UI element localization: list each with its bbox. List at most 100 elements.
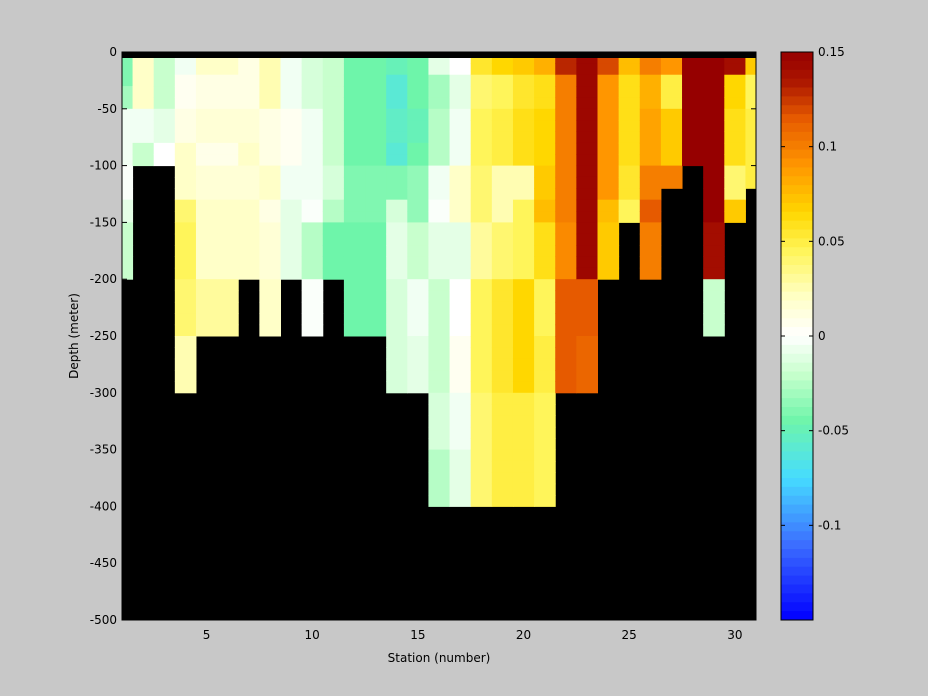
heatmap-cell bbox=[132, 63, 155, 76]
heatmap-cell bbox=[132, 86, 155, 98]
heatmap-cell bbox=[174, 301, 197, 314]
heatmap-cell bbox=[512, 404, 535, 417]
heatmap-cell bbox=[153, 131, 176, 144]
heatmap-cell bbox=[534, 336, 556, 348]
heatmap-cell bbox=[322, 108, 345, 121]
heatmap-cell bbox=[597, 74, 620, 87]
heatmap-cell bbox=[174, 313, 197, 326]
heatmap-cell bbox=[470, 176, 493, 189]
heatmap-cell bbox=[555, 222, 577, 235]
heatmap-cell bbox=[555, 74, 577, 87]
heatmap-cell bbox=[132, 58, 155, 64]
heatmap-cell bbox=[238, 165, 260, 178]
heatmap-cell bbox=[470, 86, 493, 98]
heatmap-cell bbox=[534, 63, 556, 76]
heatmap-cell bbox=[386, 381, 408, 394]
heatmap-cell bbox=[280, 97, 303, 110]
heatmap-cell bbox=[132, 120, 155, 133]
heatmap-cell bbox=[407, 233, 429, 246]
heatmap-cell bbox=[428, 63, 451, 76]
heatmap-cell bbox=[407, 86, 429, 98]
heatmap-cell bbox=[555, 233, 577, 246]
heatmap-cell bbox=[259, 324, 281, 337]
colorbar-band bbox=[781, 238, 813, 248]
heatmap-cell bbox=[365, 199, 387, 212]
heatmap-cell bbox=[365, 324, 387, 337]
heatmap-cell bbox=[534, 290, 556, 303]
heatmap-cell bbox=[597, 267, 620, 280]
heatmap-cell bbox=[386, 154, 408, 167]
heatmap-cell bbox=[491, 63, 514, 76]
heatmap-cell bbox=[660, 86, 683, 98]
heatmap-cell bbox=[618, 199, 641, 212]
heatmap-cell bbox=[122, 108, 134, 121]
x-tick-label: 5 bbox=[203, 628, 211, 642]
heatmap-cell bbox=[470, 245, 493, 257]
heatmap-cell bbox=[238, 233, 260, 246]
heatmap-cell bbox=[618, 120, 641, 133]
heatmap-cell bbox=[534, 483, 556, 496]
heatmap-cell bbox=[470, 74, 493, 87]
heatmap-cell bbox=[343, 324, 366, 337]
heatmap-cell bbox=[555, 142, 577, 155]
heatmap-cell bbox=[365, 211, 387, 223]
heatmap-cell bbox=[745, 176, 757, 189]
heatmap-cell bbox=[703, 188, 725, 201]
heatmap-cell bbox=[238, 58, 260, 64]
heatmap-cell bbox=[639, 97, 662, 110]
heatmap-cell bbox=[618, 131, 641, 144]
heatmap-cell bbox=[660, 131, 683, 144]
heatmap-cell bbox=[555, 97, 577, 110]
heatmap-cell bbox=[470, 392, 493, 405]
heatmap-cell bbox=[301, 188, 324, 201]
heatmap-cell bbox=[703, 279, 725, 292]
heatmap-cell bbox=[343, 142, 366, 155]
heatmap-cell bbox=[724, 108, 746, 121]
heatmap-cell bbox=[491, 131, 514, 144]
heatmap-cell bbox=[491, 211, 514, 223]
colorbar-band bbox=[781, 478, 813, 488]
colorbar-band bbox=[781, 398, 813, 408]
heatmap-cell bbox=[322, 233, 345, 246]
heatmap-cell bbox=[174, 381, 197, 394]
heatmap-cell bbox=[576, 358, 598, 371]
heatmap-cell bbox=[512, 426, 535, 439]
heatmap-cell bbox=[639, 245, 662, 257]
heatmap-cell bbox=[343, 108, 366, 121]
heatmap-cell bbox=[449, 483, 472, 496]
heatmap-cell bbox=[238, 245, 260, 257]
heatmap-cell bbox=[512, 347, 535, 360]
y-tick-label: -100 bbox=[90, 159, 117, 173]
heatmap-cell bbox=[195, 256, 218, 269]
heatmap-cell bbox=[512, 188, 535, 201]
heatmap-cell bbox=[365, 176, 387, 189]
heatmap-cell bbox=[259, 313, 281, 326]
heatmap-cell bbox=[534, 233, 556, 246]
heatmap-cell bbox=[301, 142, 324, 155]
heatmap-cell bbox=[491, 154, 514, 167]
heatmap-cell bbox=[682, 108, 704, 121]
colorbar-band bbox=[781, 584, 813, 594]
heatmap-cell bbox=[682, 120, 704, 133]
heatmap-cell bbox=[132, 142, 155, 155]
heatmap-cell bbox=[745, 131, 757, 144]
colorbar-tick-label: 0.1 bbox=[818, 140, 837, 154]
heatmap-cell bbox=[512, 74, 535, 87]
heatmap-cell bbox=[386, 347, 408, 360]
heatmap-cell bbox=[576, 131, 598, 144]
heatmap-cell bbox=[449, 233, 472, 246]
heatmap-cell bbox=[428, 131, 451, 144]
heatmap-cell bbox=[470, 222, 493, 235]
heatmap-cell bbox=[534, 108, 556, 121]
colorbar-tick-label: -0.05 bbox=[818, 424, 849, 438]
heatmap-cell bbox=[555, 279, 577, 292]
heatmap-cell bbox=[428, 483, 451, 496]
colorbar-band bbox=[781, 247, 813, 257]
heatmap-cell bbox=[195, 131, 218, 144]
heatmap-cell bbox=[491, 290, 514, 303]
x-tick-label: 20 bbox=[516, 628, 531, 642]
heatmap-cell bbox=[238, 63, 260, 76]
heatmap-cell bbox=[238, 222, 260, 235]
heatmap-cell bbox=[639, 256, 662, 269]
colorbar-band bbox=[781, 158, 813, 168]
